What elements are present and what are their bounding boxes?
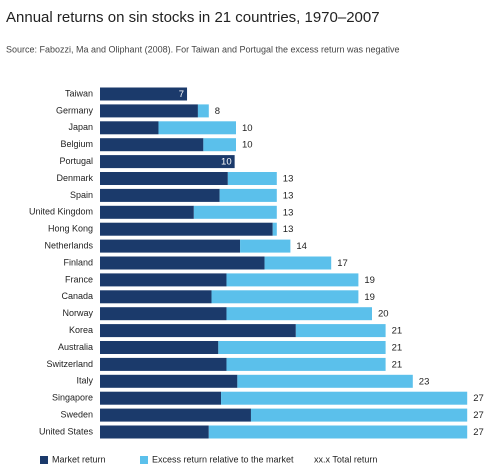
bar-segment bbox=[100, 391, 222, 405]
bar-segment bbox=[100, 239, 241, 253]
bar-segment bbox=[227, 172, 277, 185]
category-label: Spain bbox=[70, 190, 93, 200]
total-label: 13 bbox=[283, 174, 294, 185]
bar-segment bbox=[100, 341, 219, 354]
bar-segment bbox=[100, 374, 238, 388]
category-label: Belgium bbox=[60, 139, 93, 149]
category-label: Portugal bbox=[59, 156, 93, 166]
category-label: Hong Kong bbox=[48, 224, 93, 234]
bar-segment bbox=[100, 307, 227, 321]
category-label: Italy bbox=[76, 376, 93, 386]
total-label: 27 bbox=[473, 393, 484, 404]
bar-segment bbox=[272, 222, 277, 236]
legend-label: Market return bbox=[52, 454, 106, 464]
category-label: Canada bbox=[61, 291, 93, 301]
category-label: Finland bbox=[63, 257, 93, 267]
chart-subtitle: Source: Fabozzi, Ma and Oliphant (2008).… bbox=[6, 44, 400, 54]
category-label: Germany bbox=[56, 105, 94, 115]
bar-segment bbox=[219, 188, 277, 202]
total-label: 14 bbox=[296, 241, 307, 252]
total-label: 20 bbox=[378, 309, 389, 320]
bar-segment bbox=[240, 239, 291, 253]
category-label: Australia bbox=[58, 342, 93, 352]
bar-segment bbox=[226, 273, 359, 287]
category-label: Sweden bbox=[60, 409, 93, 419]
bar-segment bbox=[100, 205, 194, 219]
bar-segment bbox=[100, 425, 209, 439]
bar-segment bbox=[197, 104, 209, 118]
bar-segment bbox=[295, 324, 386, 338]
category-label: United States bbox=[39, 426, 94, 436]
legend-swatch bbox=[40, 456, 48, 464]
category-label: Singapore bbox=[52, 393, 93, 403]
bar-segment bbox=[100, 290, 212, 304]
bar-segment bbox=[100, 273, 227, 287]
bar-segment bbox=[100, 172, 228, 185]
bar-segment bbox=[203, 138, 236, 152]
bar-segment bbox=[100, 155, 235, 169]
total-label: 8 bbox=[215, 106, 220, 117]
bar-segment bbox=[193, 205, 277, 219]
category-label: Korea bbox=[69, 325, 93, 335]
total-label: 10 bbox=[242, 140, 253, 151]
category-label: Norway bbox=[62, 308, 93, 318]
total-label: 27 bbox=[473, 410, 484, 421]
legend-label: xx.x Total return bbox=[314, 454, 377, 464]
bar-segment bbox=[218, 341, 386, 354]
bar-segment bbox=[211, 290, 359, 304]
bar-segment bbox=[100, 324, 296, 338]
total-label: 10 bbox=[221, 157, 232, 168]
bar-segment bbox=[100, 138, 204, 152]
bar-segment bbox=[208, 425, 468, 439]
bar-segment bbox=[100, 188, 220, 202]
total-label: 21 bbox=[392, 359, 403, 370]
bar-segment bbox=[250, 408, 468, 422]
total-label: 17 bbox=[337, 258, 348, 269]
total-label: 21 bbox=[392, 343, 403, 354]
chart-title: Annual returns on sin stocks in 21 count… bbox=[6, 9, 380, 26]
bar-segment bbox=[237, 374, 413, 388]
bar-segment bbox=[100, 87, 188, 101]
bar-segment bbox=[158, 121, 236, 135]
legend-swatch bbox=[140, 456, 148, 464]
bar-segment bbox=[264, 256, 332, 270]
total-label: 19 bbox=[364, 275, 375, 286]
bar-segment bbox=[100, 104, 198, 118]
total-label: 13 bbox=[283, 224, 294, 235]
bar-segment bbox=[226, 357, 386, 371]
total-label: 19 bbox=[364, 292, 375, 303]
category-label: Switzerland bbox=[46, 359, 93, 369]
bar-segment bbox=[100, 357, 227, 371]
legend-label: Excess return relative to the market bbox=[152, 454, 294, 464]
total-label: 27 bbox=[473, 427, 484, 438]
category-label: Netherlands bbox=[44, 240, 93, 250]
category-label: France bbox=[65, 274, 93, 284]
total-label: 13 bbox=[283, 190, 294, 201]
bar-segment bbox=[100, 256, 265, 270]
bar-segment bbox=[100, 222, 273, 236]
bar-segment bbox=[221, 391, 468, 405]
bar-segment bbox=[100, 408, 251, 422]
total-label: 10 bbox=[242, 123, 253, 134]
category-label: United Kingdom bbox=[29, 207, 93, 217]
category-label: Japan bbox=[68, 122, 93, 132]
total-label: 23 bbox=[419, 376, 430, 387]
bar-segment bbox=[100, 121, 159, 135]
total-label: 7 bbox=[179, 89, 184, 100]
bar-segment bbox=[226, 307, 372, 321]
total-label: 21 bbox=[392, 326, 403, 337]
category-label: Denmark bbox=[56, 173, 93, 183]
total-label: 13 bbox=[283, 207, 294, 218]
category-label: Taiwan bbox=[65, 88, 93, 98]
